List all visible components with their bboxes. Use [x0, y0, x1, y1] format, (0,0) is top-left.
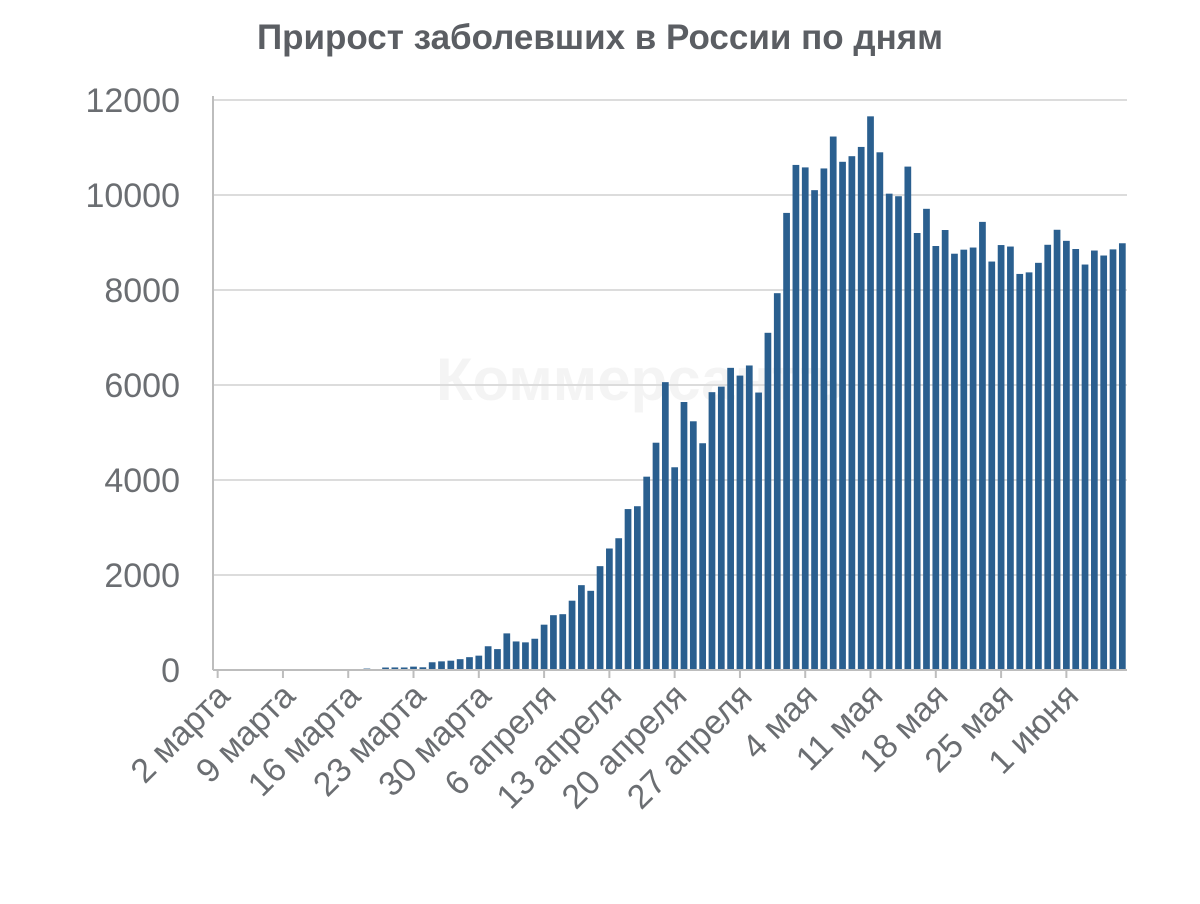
- bar: [736, 375, 744, 670]
- bar: [1053, 229, 1061, 670]
- bars: [232, 116, 1126, 671]
- bar: [932, 246, 940, 670]
- bar: [717, 386, 725, 670]
- bar: [1025, 272, 1033, 670]
- bar: [848, 156, 856, 670]
- bar: [466, 657, 473, 670]
- bar: [960, 249, 968, 671]
- bar: [428, 662, 436, 670]
- bar: [447, 660, 455, 670]
- bar: [1118, 243, 1126, 670]
- watermark-text: Коммерсантъ: [436, 346, 844, 413]
- bar: [652, 442, 660, 670]
- bar: [764, 332, 772, 670]
- bar: [475, 655, 483, 670]
- bar: [550, 615, 557, 670]
- bar: [699, 443, 707, 670]
- bar: [1035, 262, 1042, 670]
- y-tick-label: 2000: [104, 557, 180, 595]
- y-tick-label: 8000: [104, 272, 180, 310]
- y-tick-label: 6000: [104, 367, 180, 405]
- bar: [839, 161, 846, 671]
- y-tick-label: 12000: [85, 82, 180, 120]
- bar: [1081, 264, 1089, 670]
- bar: [522, 642, 529, 670]
- bar: [578, 585, 585, 670]
- axes: [212, 96, 1127, 671]
- bar: [634, 506, 641, 670]
- bar: [419, 667, 427, 670]
- bar: [1100, 255, 1108, 670]
- bar: [801, 167, 809, 670]
- bar: [661, 382, 669, 670]
- bar: [391, 667, 399, 670]
- y-tick-label: 4000: [104, 462, 180, 500]
- bar: [885, 193, 893, 671]
- bar: [857, 146, 865, 670]
- y-axis-ticks: 0 2000 4000 6000 8000 10000 12000: [85, 82, 180, 690]
- bar: [951, 253, 958, 670]
- bar: [596, 566, 604, 670]
- bar: [540, 624, 548, 670]
- bar: [1072, 249, 1080, 670]
- bar: [643, 476, 651, 670]
- bar: [820, 168, 828, 670]
- bar: [727, 367, 734, 670]
- bar: [456, 659, 464, 670]
- bar: [503, 633, 511, 670]
- bar: [382, 667, 389, 670]
- bar: [671, 467, 679, 670]
- bar: [997, 245, 1005, 670]
- bar: [559, 614, 567, 670]
- bar: [904, 166, 912, 670]
- bar: [484, 646, 492, 670]
- bar: [680, 402, 688, 670]
- bar: [773, 293, 781, 670]
- bar: [1109, 249, 1117, 670]
- bar: [895, 196, 902, 671]
- bar: [923, 208, 930, 670]
- bar: [1063, 240, 1070, 670]
- bar: [876, 152, 884, 671]
- bar: [624, 509, 632, 670]
- chart-title: Прирост заболевших в России по дням: [256, 18, 944, 57]
- bar: [587, 590, 595, 670]
- bar: [1016, 273, 1024, 670]
- bar: [829, 136, 837, 670]
- bar: [531, 638, 539, 670]
- y-tick-label: 10000: [85, 177, 180, 215]
- bar: [689, 421, 697, 670]
- bar: [792, 164, 800, 670]
- bar: [867, 116, 874, 671]
- bar: [400, 667, 408, 670]
- bar: [1007, 246, 1014, 671]
- bar: [1044, 244, 1052, 670]
- y-tick-label: 0: [161, 652, 180, 690]
- bar: [708, 392, 716, 670]
- bar: [615, 538, 623, 670]
- grid-lines: [213, 99, 1127, 576]
- bar: [438, 661, 445, 670]
- bar: [979, 221, 986, 670]
- bar: [913, 233, 921, 670]
- bar: [410, 666, 417, 670]
- bar: [969, 247, 977, 671]
- bar: [941, 230, 949, 670]
- bar: [783, 212, 790, 670]
- bar: [811, 190, 818, 670]
- bar: [606, 548, 613, 670]
- bar: [755, 392, 762, 670]
- bar: [568, 600, 576, 670]
- bar: [745, 365, 753, 670]
- bar: [494, 649, 501, 670]
- bar: [988, 261, 996, 670]
- bar: [512, 641, 520, 670]
- bar: [1091, 250, 1098, 670]
